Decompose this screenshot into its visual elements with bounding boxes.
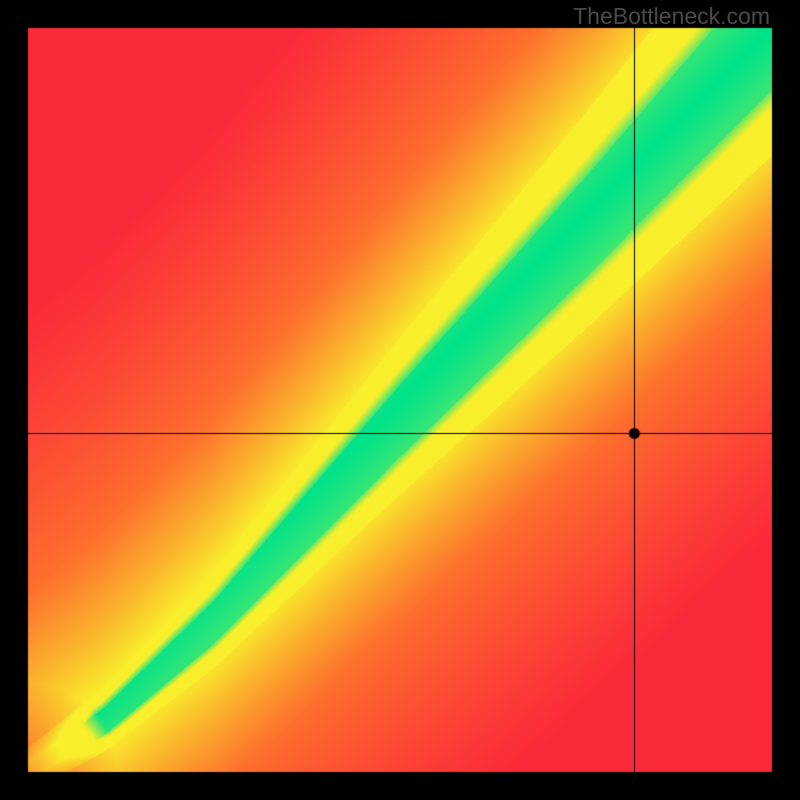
watermark-text: TheBottleneck.com [573,3,770,30]
chart-container: { "canvas": { "width": 800, "height": 80… [0,0,800,800]
bottleneck-heatmap [0,0,800,800]
